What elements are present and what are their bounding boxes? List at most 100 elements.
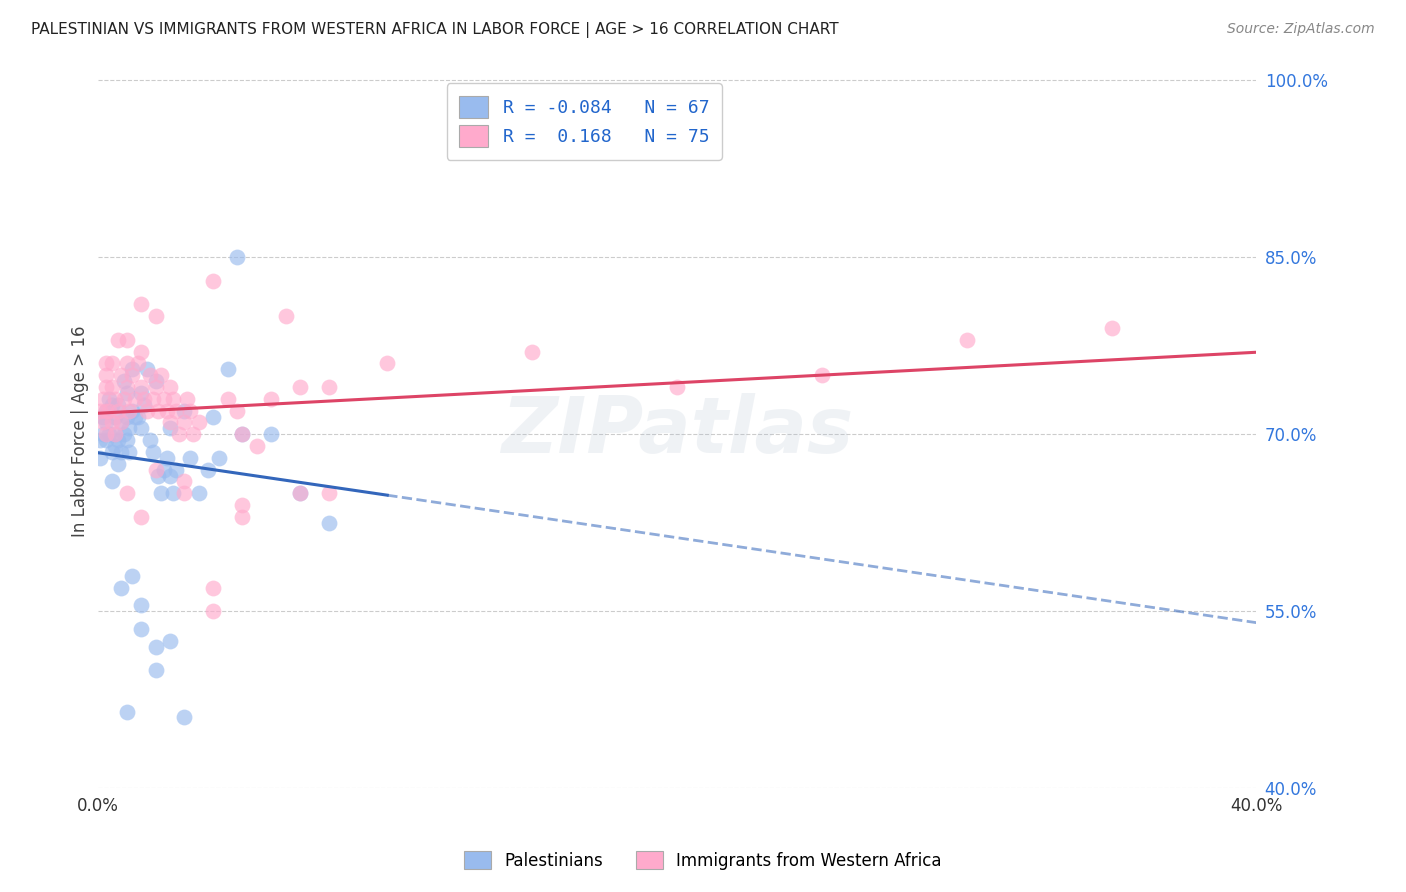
Point — [176, 392, 198, 406]
Point — [96, 427, 118, 442]
Point — [104, 427, 127, 442]
Point — [167, 427, 190, 442]
Point — [96, 403, 118, 417]
Point — [104, 392, 127, 406]
Point — [274, 309, 297, 323]
Point — [162, 392, 184, 406]
Point — [104, 439, 127, 453]
Point — [115, 385, 138, 400]
Point — [93, 409, 115, 424]
Point — [129, 344, 152, 359]
Point — [101, 416, 124, 430]
Point — [129, 385, 152, 400]
Point — [115, 356, 138, 370]
Point — [101, 398, 124, 412]
Point — [188, 416, 211, 430]
Point — [101, 445, 124, 459]
Point — [179, 403, 201, 417]
Point — [115, 380, 138, 394]
Point — [129, 622, 152, 636]
Point — [318, 380, 340, 394]
Point — [104, 427, 127, 442]
Point — [129, 509, 152, 524]
Text: PALESTINIAN VS IMMIGRANTS FROM WESTERN AFRICA IN LABOR FORCE | AGE > 16 CORRELAT: PALESTINIAN VS IMMIGRANTS FROM WESTERN A… — [31, 22, 838, 38]
Point — [520, 344, 543, 359]
Point — [145, 374, 167, 388]
Point — [98, 427, 121, 442]
Legend: R = -0.084   N = 67, R =  0.168   N = 75: R = -0.084 N = 67, R = 0.168 N = 75 — [447, 83, 721, 160]
Point — [118, 445, 141, 459]
Point — [318, 516, 340, 530]
Point — [217, 392, 239, 406]
Point — [135, 362, 157, 376]
Point — [290, 380, 312, 394]
Point — [89, 450, 111, 465]
Point — [124, 392, 146, 406]
Point — [121, 569, 143, 583]
Point — [107, 333, 129, 347]
Point — [159, 633, 181, 648]
Point — [159, 380, 181, 394]
Point — [159, 421, 181, 435]
Point — [138, 368, 160, 383]
Point — [150, 368, 173, 383]
Point — [115, 333, 138, 347]
Point — [96, 403, 118, 417]
Point — [115, 409, 138, 424]
Point — [148, 468, 170, 483]
Point — [197, 462, 219, 476]
Point — [173, 486, 195, 500]
Point — [145, 640, 167, 654]
Point — [104, 409, 127, 424]
Point — [132, 398, 155, 412]
Point — [98, 392, 121, 406]
Text: Source: ZipAtlas.com: Source: ZipAtlas.com — [1227, 22, 1375, 37]
Point — [260, 392, 283, 406]
Point — [290, 486, 312, 500]
Point — [153, 392, 176, 406]
Point — [217, 362, 239, 376]
Point — [142, 445, 165, 459]
Point — [107, 403, 129, 417]
Point — [121, 368, 143, 383]
Point — [115, 433, 138, 447]
Point — [110, 416, 132, 430]
Point — [179, 450, 201, 465]
Point — [98, 403, 121, 417]
Point — [118, 403, 141, 417]
Point — [101, 475, 124, 489]
Point — [159, 416, 181, 430]
Point — [148, 403, 170, 417]
Point — [110, 445, 132, 459]
Legend: Palestinians, Immigrants from Western Africa: Palestinians, Immigrants from Western Af… — [457, 845, 949, 877]
Point — [246, 439, 269, 453]
Point — [318, 486, 340, 500]
Point — [150, 486, 173, 500]
Point — [110, 368, 132, 383]
Point — [165, 403, 187, 417]
Point — [173, 403, 195, 417]
Point — [129, 421, 152, 435]
Point — [112, 392, 135, 406]
Point — [260, 427, 283, 442]
Point — [375, 356, 398, 370]
Point — [89, 403, 111, 417]
Point — [188, 486, 211, 500]
Point — [153, 462, 176, 476]
Point — [127, 409, 149, 424]
Point — [142, 392, 165, 406]
Point — [231, 498, 253, 512]
Point — [89, 433, 111, 447]
Point — [129, 599, 152, 613]
Point — [173, 475, 195, 489]
Point — [115, 705, 138, 719]
Point — [112, 427, 135, 442]
Point — [93, 427, 115, 442]
Point — [156, 403, 179, 417]
Point — [135, 403, 157, 417]
Point — [225, 250, 247, 264]
Point — [145, 462, 167, 476]
Point — [129, 297, 152, 311]
Point — [132, 392, 155, 406]
Point — [93, 416, 115, 430]
